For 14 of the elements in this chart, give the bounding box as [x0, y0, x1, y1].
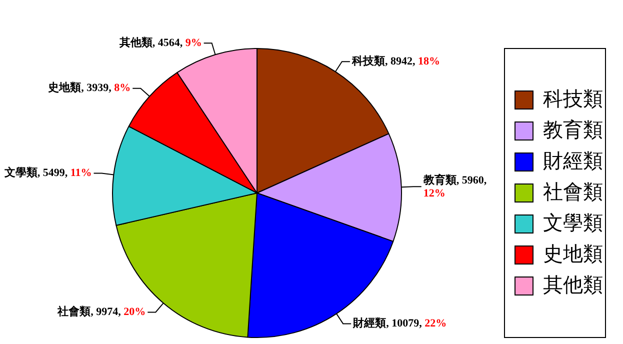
legend-label: 文學類: [543, 212, 603, 234]
data-label: 史地類, 3939, 8%: [48, 81, 131, 94]
legend-label: 財經類: [543, 150, 603, 172]
data-label: 科技類, 8942, 18%: [350, 54, 440, 68]
legend-label: 史地類: [543, 243, 603, 266]
legend-label: 其他類: [543, 274, 603, 296]
data-label: 財經類, 10079, 22%: [352, 316, 447, 330]
legend-label: 教育類: [543, 118, 603, 142]
legend-label: 社會類: [543, 181, 603, 204]
data-label: 其他類, 4564, 9%: [118, 36, 202, 50]
legend-label: 科技類: [543, 88, 603, 110]
data-label: 社會類, 9974, 20%: [56, 305, 146, 318]
data-label: 文學類, 5499, 11%: [3, 166, 92, 180]
data-label: 教育類, 5960, 12%: [422, 173, 487, 200]
